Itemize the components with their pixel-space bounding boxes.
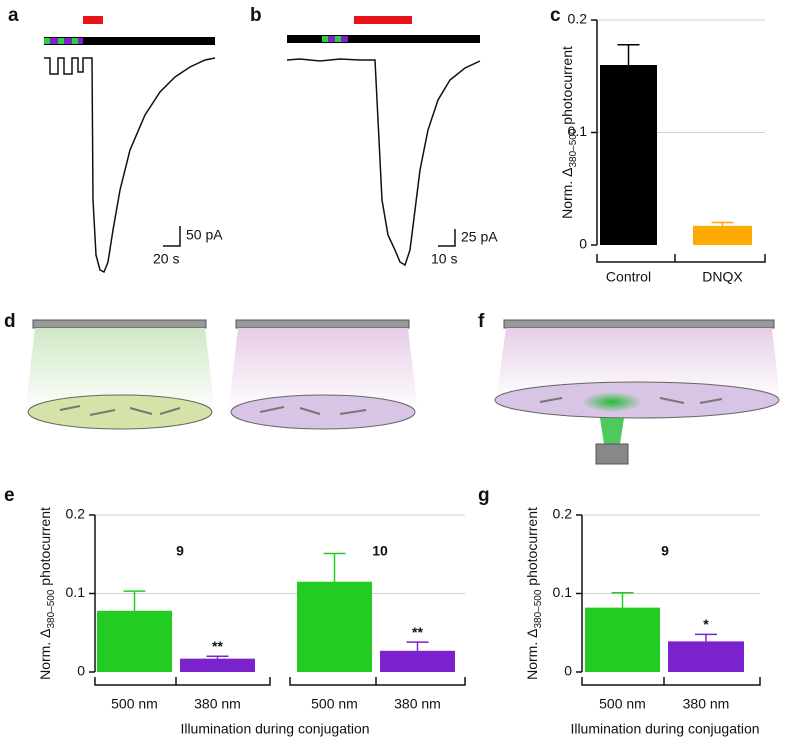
bar [380, 650, 455, 672]
x-bracket [289, 677, 466, 686]
panel-letter: a [8, 5, 19, 26]
y-label-sub: 380–500 [533, 589, 544, 628]
x-tick-label: 500 nm [311, 696, 358, 712]
panel-letter: f [478, 311, 485, 332]
y-tick-label: 0.2 [66, 506, 86, 522]
x-tick-label: 380 nm [683, 696, 730, 712]
x-tick-label: 500 nm [111, 696, 158, 712]
bar [297, 581, 372, 672]
n-label: 9 [661, 543, 669, 559]
panel-letter: g [478, 485, 490, 506]
bar [693, 225, 752, 245]
bar [180, 658, 255, 672]
x-axis-label: Illumination during conjugation [180, 721, 369, 737]
y-label-sub: 380–500 [568, 128, 579, 167]
trace-a [44, 16, 216, 274]
y-tick-label: 0.2 [568, 11, 588, 27]
panel-letter: d [4, 311, 16, 332]
panel-letter: e [4, 485, 15, 506]
scale-label: 10 s [431, 251, 457, 267]
n-label: 10 [372, 543, 388, 559]
x-tick-label: 500 nm [599, 696, 646, 712]
y-axis-label: Norm. Δ380–500 photocurrent [37, 507, 57, 680]
x-bracket [581, 677, 761, 686]
trace-b [286, 16, 481, 267]
scale-label: 20 s [153, 251, 179, 267]
y-axis-label: Norm. Δ380–500 photocurrent [559, 46, 579, 219]
scale-label: 50 pA [186, 227, 223, 243]
significance: ** [412, 624, 423, 640]
x-bracket [94, 677, 271, 686]
bar [600, 65, 657, 245]
y-label-sub: 380–500 [46, 589, 57, 628]
scale-bar [163, 226, 456, 247]
x-tick-label: 380 nm [194, 696, 241, 712]
x-tick-label: DNQX [702, 269, 743, 285]
y-axis-label: Norm. Δ380–500 photocurrent [524, 507, 544, 680]
significance: * [703, 616, 709, 632]
bar [585, 607, 660, 672]
y-tick-label: 0.1 [66, 584, 86, 600]
y-label-text: Norm. Δ [559, 168, 575, 219]
scale-label: 25 pA [461, 229, 498, 245]
y-tick-label: 0.1 [553, 584, 573, 600]
y-label-text: Norm. Δ [37, 629, 53, 680]
bar [668, 641, 744, 672]
illustration [25, 319, 780, 465]
x-axis-label: Illumination during conjugation [570, 721, 759, 737]
significance: ** [212, 638, 223, 654]
x-bracket [596, 254, 766, 263]
x-tick-label: 380 nm [394, 696, 441, 712]
y-label-text: Norm. Δ [524, 629, 540, 680]
y-tick-label: 0 [579, 236, 587, 252]
y-tick-label: 0 [77, 663, 85, 679]
panel-letter: c [550, 5, 561, 26]
n-label: 9 [176, 543, 184, 559]
y-tick-label: 0.2 [553, 506, 573, 522]
y-tick-label: 0.1 [568, 123, 588, 139]
bar [97, 610, 172, 672]
x-tick-label: Control [606, 269, 651, 285]
y-label-after: photocurrent [524, 507, 540, 590]
y-tick-label: 0 [564, 663, 572, 679]
panel-letter: b [250, 5, 262, 26]
y-label-after: photocurrent [559, 46, 575, 129]
y-label-after: photocurrent [37, 507, 53, 590]
